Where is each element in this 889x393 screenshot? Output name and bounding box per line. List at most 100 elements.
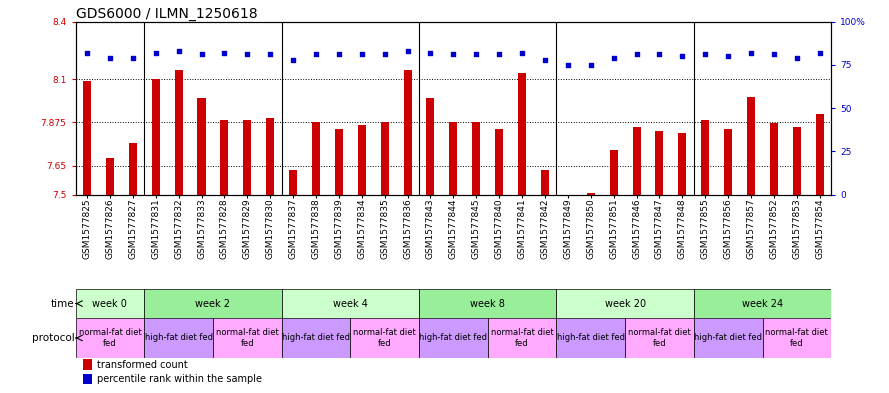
Point <box>400 48 414 54</box>
Bar <box>174 70 182 195</box>
Point <box>561 62 575 68</box>
Point <box>80 50 94 56</box>
Bar <box>747 97 755 195</box>
Text: normal-fat diet
fed: normal-fat diet fed <box>78 328 141 348</box>
Bar <box>557 318 625 358</box>
Bar <box>144 289 282 318</box>
Bar <box>610 151 618 195</box>
Bar <box>266 118 274 195</box>
Point <box>538 57 552 63</box>
Point <box>789 55 804 61</box>
Bar <box>427 99 435 195</box>
Point <box>148 50 163 56</box>
Bar <box>701 119 709 195</box>
Point <box>721 53 735 59</box>
Point <box>469 51 484 58</box>
Point <box>584 62 598 68</box>
Bar <box>495 129 503 195</box>
Bar <box>220 119 228 195</box>
Point <box>103 55 117 61</box>
Bar <box>335 129 343 195</box>
Bar <box>419 289 557 318</box>
Point <box>629 51 644 58</box>
Bar <box>693 289 831 318</box>
Bar <box>312 121 320 195</box>
Point <box>195 51 209 58</box>
Bar <box>244 119 252 195</box>
Bar <box>625 318 693 358</box>
Bar <box>419 318 488 358</box>
Text: week 0: week 0 <box>92 299 127 309</box>
Point <box>813 50 827 56</box>
Bar <box>76 318 144 358</box>
Point <box>240 51 254 58</box>
Bar <box>380 121 388 195</box>
Text: normal-fat diet
fed: normal-fat diet fed <box>629 328 691 348</box>
Text: normal-fat diet
fed: normal-fat diet fed <box>765 328 829 348</box>
Bar <box>282 318 350 358</box>
Bar <box>793 127 801 195</box>
Point <box>744 50 758 56</box>
Bar <box>763 318 831 358</box>
Bar <box>282 289 419 318</box>
Point <box>332 51 346 58</box>
Bar <box>129 143 137 195</box>
Point <box>698 51 712 58</box>
Text: high-fat diet fed: high-fat diet fed <box>282 334 350 342</box>
Text: protocol: protocol <box>32 333 75 343</box>
Point <box>767 51 781 58</box>
Point <box>286 57 300 63</box>
Point <box>378 51 392 58</box>
Point <box>172 48 186 54</box>
Bar <box>350 318 419 358</box>
Text: percentile rank within the sample: percentile rank within the sample <box>97 374 261 384</box>
Text: high-fat diet fed: high-fat diet fed <box>420 334 487 342</box>
Text: week 8: week 8 <box>470 299 505 309</box>
Bar <box>472 121 480 195</box>
Text: high-fat diet fed: high-fat diet fed <box>694 334 762 342</box>
Bar <box>197 99 205 195</box>
Bar <box>816 114 824 195</box>
Bar <box>144 318 213 358</box>
Point <box>423 50 437 56</box>
Bar <box>587 193 595 195</box>
Bar <box>106 158 114 195</box>
Point <box>355 51 369 58</box>
Text: normal-fat diet
fed: normal-fat diet fed <box>353 328 416 348</box>
Bar <box>84 359 92 370</box>
Bar <box>770 123 778 195</box>
Text: week 20: week 20 <box>605 299 645 309</box>
Text: GDS6000 / ILMN_1250618: GDS6000 / ILMN_1250618 <box>76 7 257 20</box>
Point <box>308 51 323 58</box>
Point <box>217 50 231 56</box>
Bar <box>83 81 91 195</box>
Bar <box>557 289 693 318</box>
Bar <box>289 169 297 195</box>
Text: week 4: week 4 <box>332 299 368 309</box>
Point <box>676 53 690 59</box>
Bar <box>678 133 686 195</box>
Text: high-fat diet fed: high-fat diet fed <box>557 334 625 342</box>
Point <box>653 51 667 58</box>
Bar <box>449 121 458 195</box>
Bar <box>541 169 549 195</box>
Bar <box>488 318 557 358</box>
Bar <box>213 318 282 358</box>
Bar <box>357 125 365 195</box>
Point <box>515 50 529 56</box>
Bar <box>404 70 412 195</box>
Bar <box>76 289 144 318</box>
Text: normal-fat diet
fed: normal-fat diet fed <box>216 328 278 348</box>
Text: high-fat diet fed: high-fat diet fed <box>145 334 212 342</box>
Bar <box>518 73 526 195</box>
Bar <box>693 318 763 358</box>
Text: normal-fat diet
fed: normal-fat diet fed <box>491 328 554 348</box>
Bar <box>725 129 733 195</box>
Point <box>493 51 507 58</box>
Bar <box>84 374 92 384</box>
Text: week 2: week 2 <box>196 299 230 309</box>
Bar <box>152 79 160 195</box>
Bar <box>655 131 663 195</box>
Point <box>263 51 277 58</box>
Bar <box>633 127 641 195</box>
